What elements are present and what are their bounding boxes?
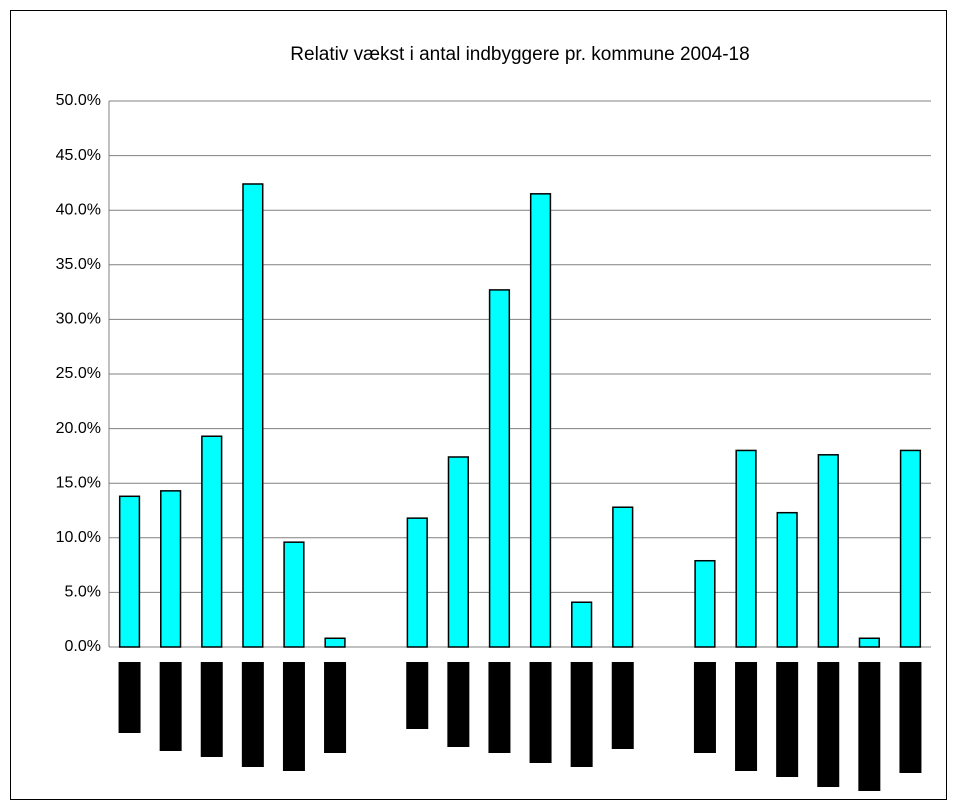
y-tick-label: 5.0% xyxy=(65,584,101,601)
redacted-label xyxy=(488,662,511,753)
redacted-label xyxy=(735,662,758,771)
bar xyxy=(571,601,593,648)
redacted-label xyxy=(858,662,881,791)
bar xyxy=(242,183,264,648)
redacted-label xyxy=(570,662,593,767)
bar xyxy=(406,517,428,648)
y-tick-label: 40.0% xyxy=(56,201,101,218)
redacted-label xyxy=(776,662,799,777)
redacted-label xyxy=(200,662,223,757)
y-tick-label: 0.0% xyxy=(65,638,101,655)
redacted-label xyxy=(282,662,305,771)
redacted-label xyxy=(611,662,634,749)
redacted-label xyxy=(899,662,922,773)
bar xyxy=(118,495,141,648)
bar xyxy=(529,193,552,648)
y-tick-label: 10.0% xyxy=(56,529,101,546)
y-tick-label: 25.0% xyxy=(56,365,101,382)
y-tick-label: 45.0% xyxy=(56,147,101,164)
y-tick-label: 30.0% xyxy=(56,311,101,328)
y-tick-label: 20.0% xyxy=(56,420,101,437)
chart-title: Relativ vækst i antal indbyggere pr. kom… xyxy=(290,44,749,65)
chart-frame xyxy=(10,10,947,800)
bar xyxy=(160,490,182,648)
bar xyxy=(324,637,346,648)
bar xyxy=(694,559,716,648)
bar xyxy=(899,449,922,648)
redacted-label xyxy=(324,662,347,753)
bar xyxy=(858,637,880,648)
bar xyxy=(488,289,511,648)
bar xyxy=(776,511,798,648)
redacted-label xyxy=(241,662,264,767)
bar xyxy=(447,456,469,648)
bar xyxy=(817,454,839,648)
y-tick-label: 35.0% xyxy=(56,256,101,273)
redacted-label xyxy=(817,662,840,787)
redacted-label xyxy=(693,662,716,753)
redacted-label xyxy=(529,662,552,763)
y-tick-label: 50.0% xyxy=(56,92,101,109)
y-tick-label: 15.0% xyxy=(56,474,101,491)
redacted-label xyxy=(159,662,182,751)
redacted-label xyxy=(447,662,470,747)
redacted-label xyxy=(118,662,141,733)
bar xyxy=(201,435,223,648)
redacted-label xyxy=(406,662,429,729)
bar xyxy=(735,449,757,648)
bar xyxy=(283,541,305,648)
bar xyxy=(612,506,634,648)
